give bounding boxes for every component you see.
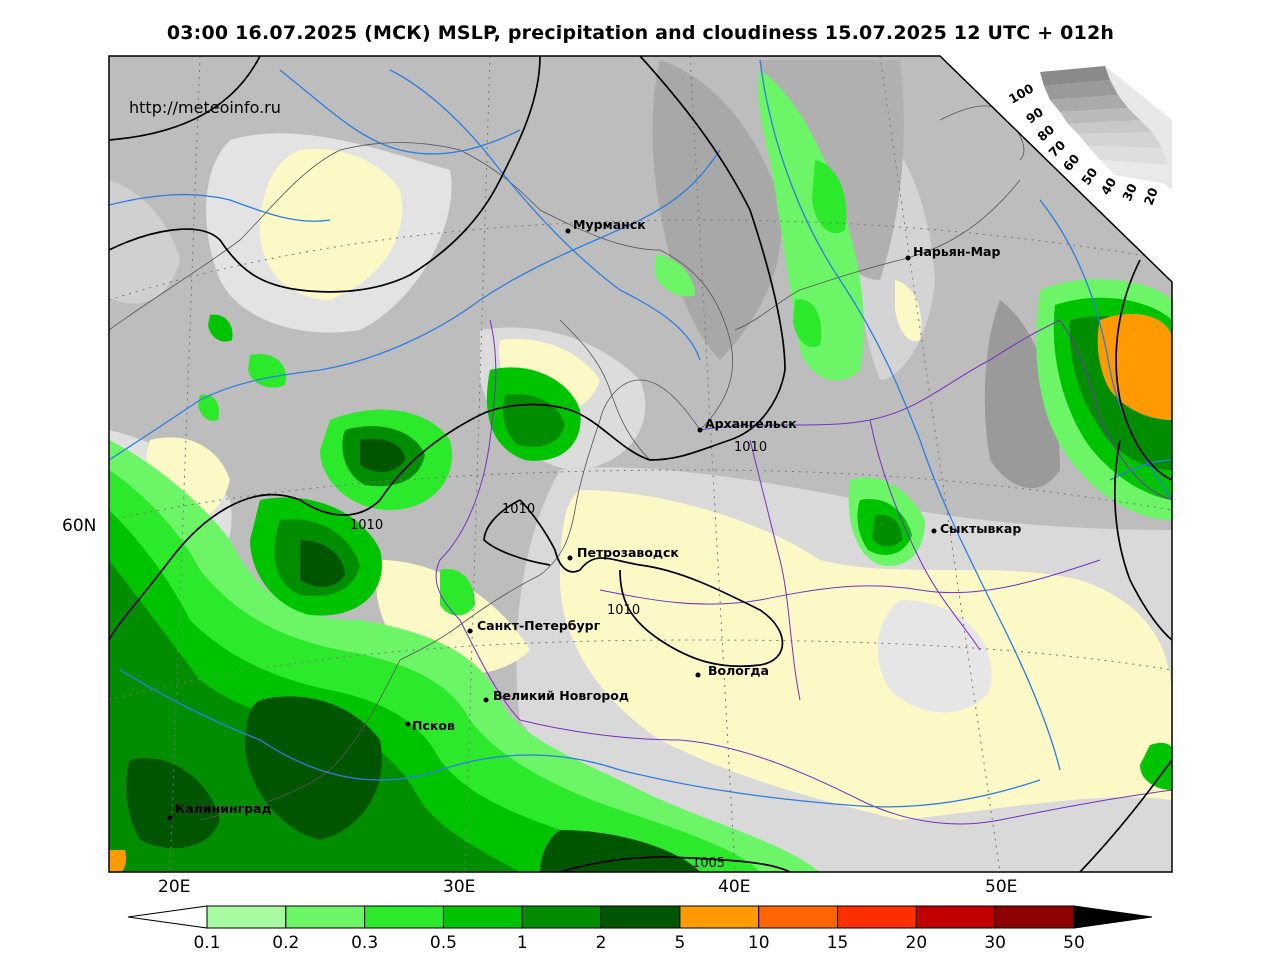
legend-color-box	[915, 905, 996, 929]
isobar-label: 1010	[734, 440, 767, 455]
city-murmansk: Мурманск	[565, 217, 646, 234]
city-vologda: Вологда	[695, 663, 769, 678]
legend-left-arrow	[127, 905, 208, 929]
city-marker	[467, 628, 473, 634]
legend-color-box	[442, 905, 523, 929]
city-syktyvkar: Сыктывкар	[931, 521, 1021, 536]
legend-label: 10	[748, 933, 770, 953]
city-marker	[565, 228, 571, 234]
watermark-url: http://meteoinfo.ru	[129, 98, 281, 117]
city-veliky-novgorod: Великий Новгород	[483, 688, 629, 703]
city-marker	[931, 528, 937, 534]
map-field	[109, 56, 1172, 872]
precipitation-field	[109, 70, 1172, 872]
legend-label: 0.3	[351, 933, 378, 953]
isobar-label: 1010	[607, 603, 640, 618]
legend-label: 1	[517, 933, 528, 953]
lat-label: 60N	[62, 516, 96, 536]
cities: Мурманск Нарьян-Мар Архангельск Сыктывка…	[167, 217, 1021, 821]
city-label: Петрозаводск	[577, 545, 679, 560]
legend-labels: 0.1 0.2 0.3 0.5 1 2 5 10 15 20 30 50	[193, 933, 1084, 953]
legend-label: 0.2	[272, 933, 299, 953]
city-label: Великий Новгород	[493, 688, 629, 703]
city-marker	[695, 672, 701, 678]
cloud-scale-label: 20	[1141, 185, 1161, 207]
city-pskov: Псков	[405, 718, 455, 733]
legend-label: 0.1	[193, 933, 220, 953]
city-label: Нарьян-Мар	[913, 244, 1000, 259]
legend-color-box	[600, 905, 681, 929]
legend-color-box	[994, 905, 1075, 929]
city-arkhangelsk: Архангельск	[697, 416, 797, 433]
city-marker	[567, 555, 573, 561]
isobars	[109, 56, 1172, 872]
legend-color-box	[837, 905, 917, 929]
legend-color-box	[758, 905, 839, 929]
cloud-scale-label: 30	[1119, 181, 1140, 203]
city-label: Псков	[412, 718, 455, 733]
legend-color-box	[206, 905, 287, 929]
legend-label: 50	[1063, 933, 1085, 953]
cloud-scale-label: 90	[1023, 104, 1046, 126]
isobar-label: 1010	[350, 518, 383, 533]
cloud-scale-label: 50	[1078, 165, 1100, 188]
city-label: Мурманск	[573, 217, 646, 232]
lon-label: 20E	[158, 877, 190, 897]
graticule	[109, 56, 1172, 872]
cloud-field	[109, 60, 1172, 872]
legend-color-box	[521, 905, 602, 929]
city-kaliningrad: Калининград	[167, 801, 272, 821]
admin-borders	[435, 319, 1172, 825]
legend-label: 20	[906, 933, 928, 953]
city-marker	[697, 427, 703, 433]
legend-color-box	[364, 905, 444, 929]
city-saint-petersburg: Санкт-Петербург	[467, 618, 601, 634]
city-label: Калининград	[175, 801, 272, 816]
isobar-label: 1010	[502, 502, 535, 517]
city-marker	[905, 255, 911, 261]
lon-label: 30E	[443, 877, 475, 897]
city-marker	[483, 697, 489, 703]
cloud-scale-label: 100	[1006, 80, 1036, 106]
legend-label: 30	[984, 933, 1006, 953]
city-label: Сыктывкар	[940, 521, 1021, 536]
map-title: 03:00 16.07.2025 (МСК) MSLP, precipitati…	[166, 22, 1115, 44]
city-petrozavodsk: Петрозаводск	[567, 545, 679, 561]
isobar-label: 1005	[692, 856, 725, 871]
legend-color-box	[285, 905, 366, 929]
legend-label: 15	[827, 933, 849, 953]
city-label: Архангельск	[705, 416, 797, 431]
city-naryan-mar: Нарьян-Мар	[905, 244, 1000, 261]
cloud-scale-label: 60	[1060, 151, 1083, 174]
map-frame	[108, 55, 1173, 873]
isobar-labels: 1010 1010 1010 1010 1005	[350, 440, 767, 871]
legend-color-box	[679, 905, 760, 929]
precipitation-legend: 0.1 0.2 0.3 0.5 1 2 5 10 15 20 30 50	[127, 905, 1153, 953]
city-label: Санкт-Петербург	[477, 618, 601, 633]
legend-label: 2	[596, 933, 607, 953]
lon-label: 40E	[718, 877, 750, 897]
lon-label: 50E	[985, 877, 1017, 897]
city-label: Вологда	[708, 663, 769, 678]
coastlines	[109, 105, 1025, 821]
isotherms	[109, 59, 1172, 808]
legend-label: 0.5	[430, 933, 457, 953]
legend-label: 5	[674, 933, 685, 953]
legend-color-boxes	[206, 905, 1075, 929]
legend-right-arrow	[1073, 905, 1153, 929]
city-marker	[167, 815, 173, 821]
city-marker	[405, 721, 411, 727]
cloud-scale-label: 40	[1098, 175, 1120, 198]
